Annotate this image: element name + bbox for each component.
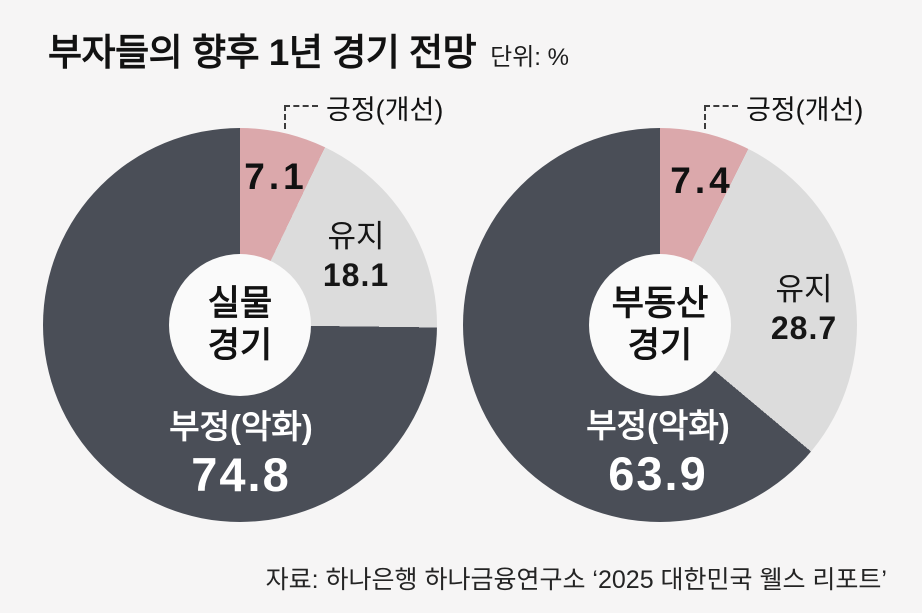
donut-center-hole: 실물 경기 [169, 254, 311, 396]
chart-real-estate: 긍정(개선) 부동산 경기 7.4 유지 28.7 부정(악화) 63.9 [463, 95, 863, 573]
negative-label: 부정(악화) 63.9 [586, 408, 729, 502]
positive-value-label: 7.4 [670, 160, 734, 201]
maintain-value: 18.1 [322, 257, 390, 293]
callout-line-vertical [284, 105, 286, 129]
donut-center-hole: 부동산 경기 [589, 254, 731, 396]
negative-value: 63.9 [608, 447, 708, 500]
callout-line-vertical [704, 105, 706, 129]
negative-name: 부정(악화) [169, 408, 313, 445]
callout-label-positive: 긍정(개선) [326, 95, 444, 125]
callout-line-horizontal [704, 105, 738, 107]
maintain-label: 유지 18.1 [323, 217, 389, 295]
center-label-line2: 경기 [207, 326, 273, 365]
maintain-name: 유지 [775, 272, 833, 307]
maintain-name: 유지 [327, 219, 385, 254]
source-note: 자료: 하나은행 하나금융연구소 ‘2025 대한민국 웰스 리포트’ [265, 566, 887, 594]
negative-name: 부정(악화) [586, 407, 730, 444]
negative-value: 74.8 [191, 448, 291, 501]
negative-label: 부정(악화) 74.8 [169, 409, 312, 503]
callout-line-horizontal [284, 105, 318, 107]
callout-label-positive: 긍정(개선) [746, 95, 864, 125]
donut-real-estate: 부동산 경기 [463, 128, 857, 522]
center-label-line1: 실물 [207, 284, 273, 323]
donut-center-label: 부동산 경기 [612, 283, 709, 367]
donut-center-label: 실물 경기 [208, 283, 272, 367]
page-title: 부자들의 향후 1년 경기 전망 [48, 32, 477, 73]
maintain-value: 28.7 [770, 310, 838, 346]
positive-value-label: 7.1 [244, 156, 308, 197]
maintain-label: 유지 28.7 [771, 270, 837, 348]
unit-label: 단위: % [490, 44, 569, 71]
center-label-line2: 경기 [627, 326, 693, 365]
header: 부자들의 향후 1년 경기 전망 단위: % [48, 22, 569, 76]
donut-real-economy: 실물 경기 [43, 128, 437, 522]
chart-real-economy: 긍정(개선) 실물 경기 7.1 유지 18.1 부정(악화) 74.8 [43, 95, 443, 573]
center-label-line1: 부동산 [611, 284, 709, 323]
